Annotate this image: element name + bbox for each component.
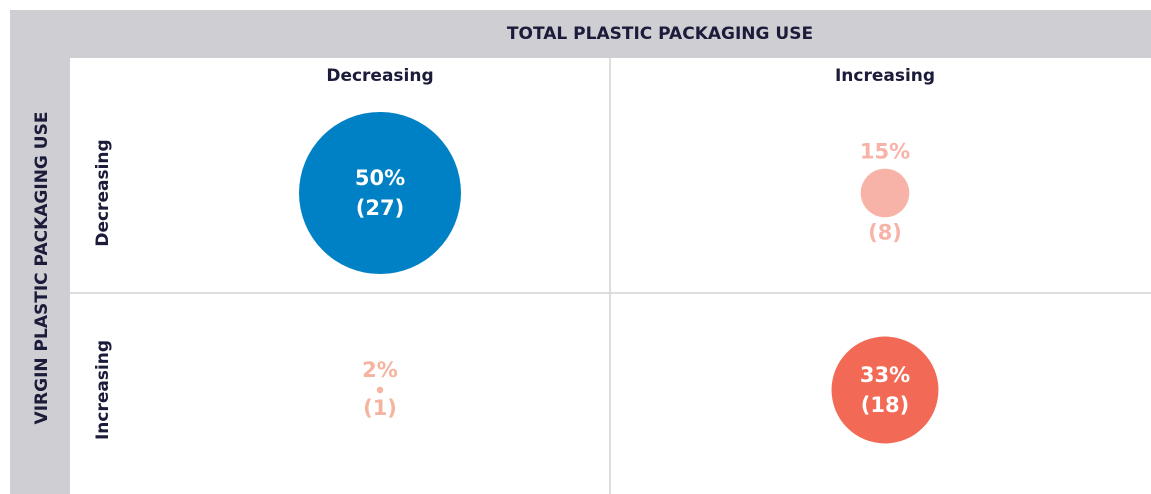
row-header: Increasing xyxy=(93,340,113,440)
column-header: Decreasing xyxy=(326,66,433,86)
bubble xyxy=(299,112,461,274)
value-label: 50% xyxy=(355,166,405,190)
column-header: Increasing xyxy=(835,66,935,86)
bubble xyxy=(376,386,384,394)
x-title: TOTAL PLASTIC PACKAGING USE xyxy=(507,24,813,44)
count-label: (27) xyxy=(356,196,404,220)
value-label: 15% xyxy=(860,140,910,164)
y-title: VIRGIN PLASTIC PACKAGING USE xyxy=(32,112,52,425)
count-label: (8) xyxy=(868,220,902,244)
value-label: 2% xyxy=(362,358,398,382)
value-label: 33% xyxy=(860,363,910,387)
row-header: Decreasing xyxy=(93,139,113,246)
count-label: (18) xyxy=(861,393,909,417)
bubble xyxy=(860,168,910,218)
bubble xyxy=(831,336,939,444)
count-label: (1) xyxy=(363,396,397,420)
